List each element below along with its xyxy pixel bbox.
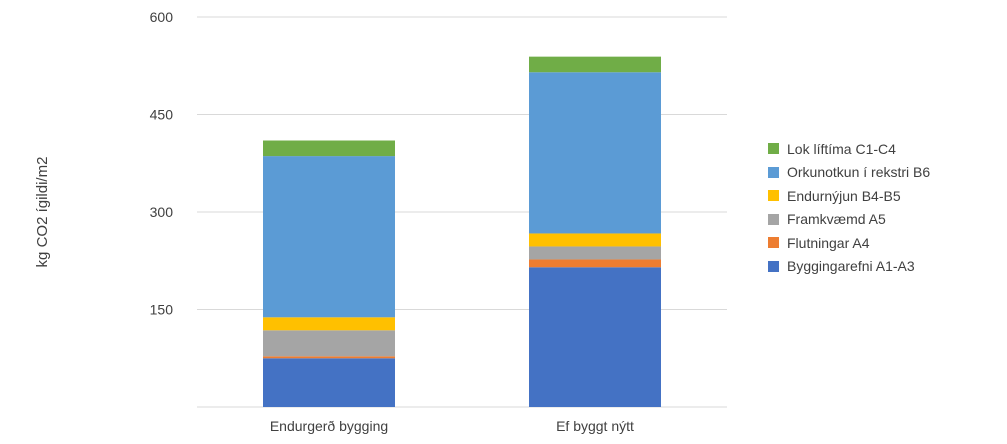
legend-item: Lok líftíma C1-C4 <box>768 137 930 161</box>
legend-item: Flutningar A4 <box>768 231 930 255</box>
bar-segment <box>529 246 661 260</box>
legend-swatch <box>768 237 779 249</box>
legend-label: Framkvæmd A5 <box>787 211 886 228</box>
legend-swatch <box>768 213 779 225</box>
legend-label: Endurnýjun B4-B5 <box>787 187 901 204</box>
bar-segment <box>263 330 395 357</box>
legend-label: Flutningar A4 <box>787 234 870 251</box>
legend: Lok líftíma C1-C4 Orkunotkun í rekstri B6… <box>768 137 930 278</box>
legend-label: Orkunotkun í rekstri B6 <box>787 164 931 181</box>
bar-segment <box>529 259 661 268</box>
legend-item: Byggingarefni A1-A3 <box>768 255 930 279</box>
bar-segment <box>263 358 395 407</box>
bar-segment <box>529 56 661 73</box>
legend-swatch <box>768 143 779 155</box>
bar-segment <box>529 233 661 247</box>
y-axis-label: kg CO2 ígildi/m2 <box>34 157 51 268</box>
bar-segment <box>263 140 395 157</box>
legend-swatch <box>768 190 779 202</box>
y-tick-label: 150 <box>150 302 174 318</box>
legend-item: Framkvæmd A5 <box>768 208 930 232</box>
x-category-label: Endurgerð bygging <box>270 418 388 434</box>
y-tick-label: 450 <box>150 107 174 123</box>
bar-segment <box>263 356 395 359</box>
legend-item: Orkunotkun í rekstri B6 <box>768 161 930 185</box>
y-tick-label: 600 <box>150 9 174 25</box>
legend-swatch <box>768 166 779 178</box>
legend-label: Byggingarefni A1-A3 <box>787 258 915 275</box>
bar-segment <box>529 267 661 407</box>
bar-segment <box>263 317 395 331</box>
bars <box>263 56 661 407</box>
y-tick-label: 300 <box>150 204 174 220</box>
legend-swatch <box>768 260 779 272</box>
x-axis-categories: Endurgerð bygging Ef byggt nýtt <box>270 418 634 434</box>
x-category-label: Ef byggt nýtt <box>556 418 634 434</box>
legend-item: Endurnýjun B4-B5 <box>768 184 930 208</box>
bar-segment <box>529 72 661 234</box>
legend-label: Lok líftíma C1-C4 <box>787 140 896 157</box>
y-axis-ticks: 150 300 450 600 <box>150 9 174 318</box>
bar-segment <box>263 156 395 318</box>
